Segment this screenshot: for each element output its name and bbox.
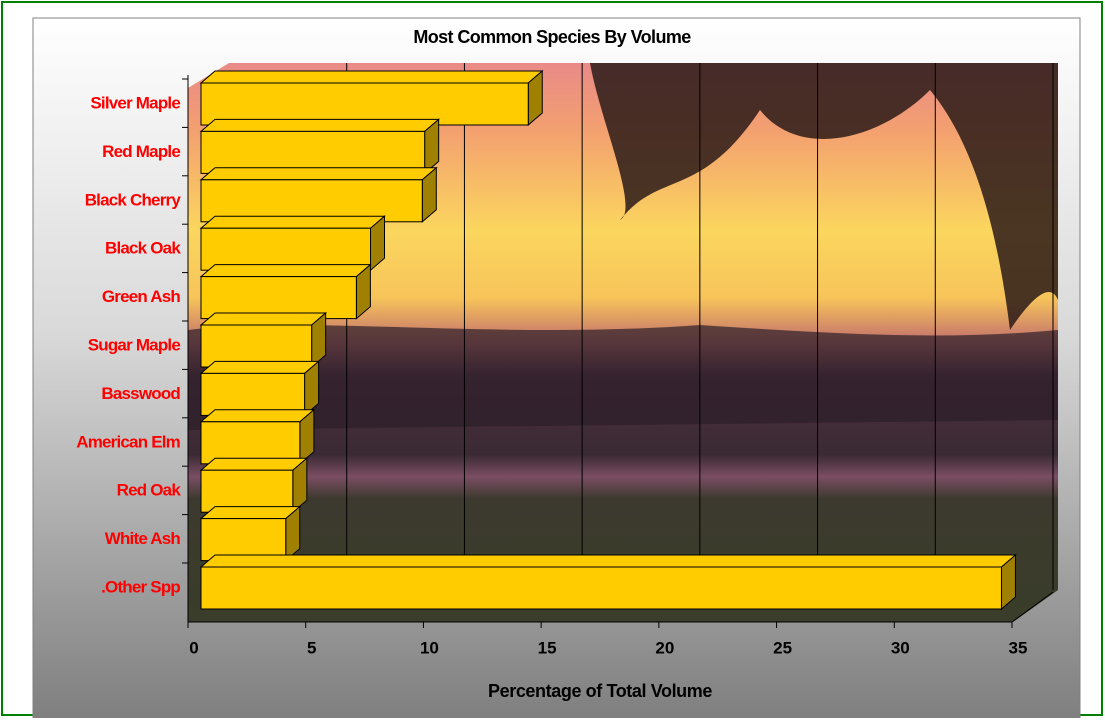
bar: [201, 567, 1001, 609]
bar-top: [201, 71, 542, 83]
bar: [201, 83, 528, 125]
bar: [201, 131, 425, 173]
bar: [201, 228, 371, 270]
y-tick-label: .Other Spp: [101, 577, 180, 596]
x-tick-label: 10: [420, 638, 439, 657]
bar: [201, 325, 312, 367]
y-tick-label: Basswood: [101, 384, 180, 403]
page: {"chart_data": {"type": "bar", "orientat…: [0, 0, 1105, 718]
bar: [201, 277, 356, 319]
x-tick-label: 30: [891, 638, 910, 657]
x-tick-label: 0: [189, 638, 198, 657]
chart-title: Most Common Species By Volume: [413, 27, 691, 47]
bar-top: [201, 119, 439, 131]
x-tick-label: 25: [773, 638, 792, 657]
bar: [201, 422, 300, 464]
bar: [201, 373, 305, 415]
y-tick-label: Green Ash: [102, 287, 181, 306]
bar: [201, 180, 422, 222]
bar-top: [201, 313, 326, 325]
chart: Most Common Species By Volume Percentage…: [0, 0, 1105, 718]
bar-top: [201, 361, 319, 373]
x-axis-title: Percentage of Total Volume: [488, 681, 712, 701]
bar-top: [201, 507, 300, 519]
bar: [201, 470, 293, 512]
x-tick-label: 15: [538, 638, 557, 657]
y-tick-label: Silver Maple: [90, 93, 180, 112]
bar-top: [201, 555, 1015, 567]
bar-top: [201, 168, 436, 180]
y-tick-label: American Elm: [76, 432, 180, 451]
x-tick-label: 35: [1009, 638, 1028, 657]
bar-top: [201, 410, 314, 422]
bar-top: [201, 265, 370, 277]
y-tick-label: Red Oak: [117, 481, 182, 500]
bar: [201, 519, 286, 561]
bar-top: [201, 458, 307, 470]
y-tick-label: Sugar Maple: [88, 335, 181, 354]
y-tick-label: Black Cherry: [85, 190, 182, 209]
bar-top: [201, 216, 385, 228]
y-tick-label: Red Maple: [102, 142, 180, 161]
y-tick-label: Black Oak: [105, 239, 181, 258]
x-tick-label: 20: [655, 638, 674, 657]
y-tick-label: White Ash: [105, 529, 181, 548]
x-tick-label: 5: [307, 638, 316, 657]
